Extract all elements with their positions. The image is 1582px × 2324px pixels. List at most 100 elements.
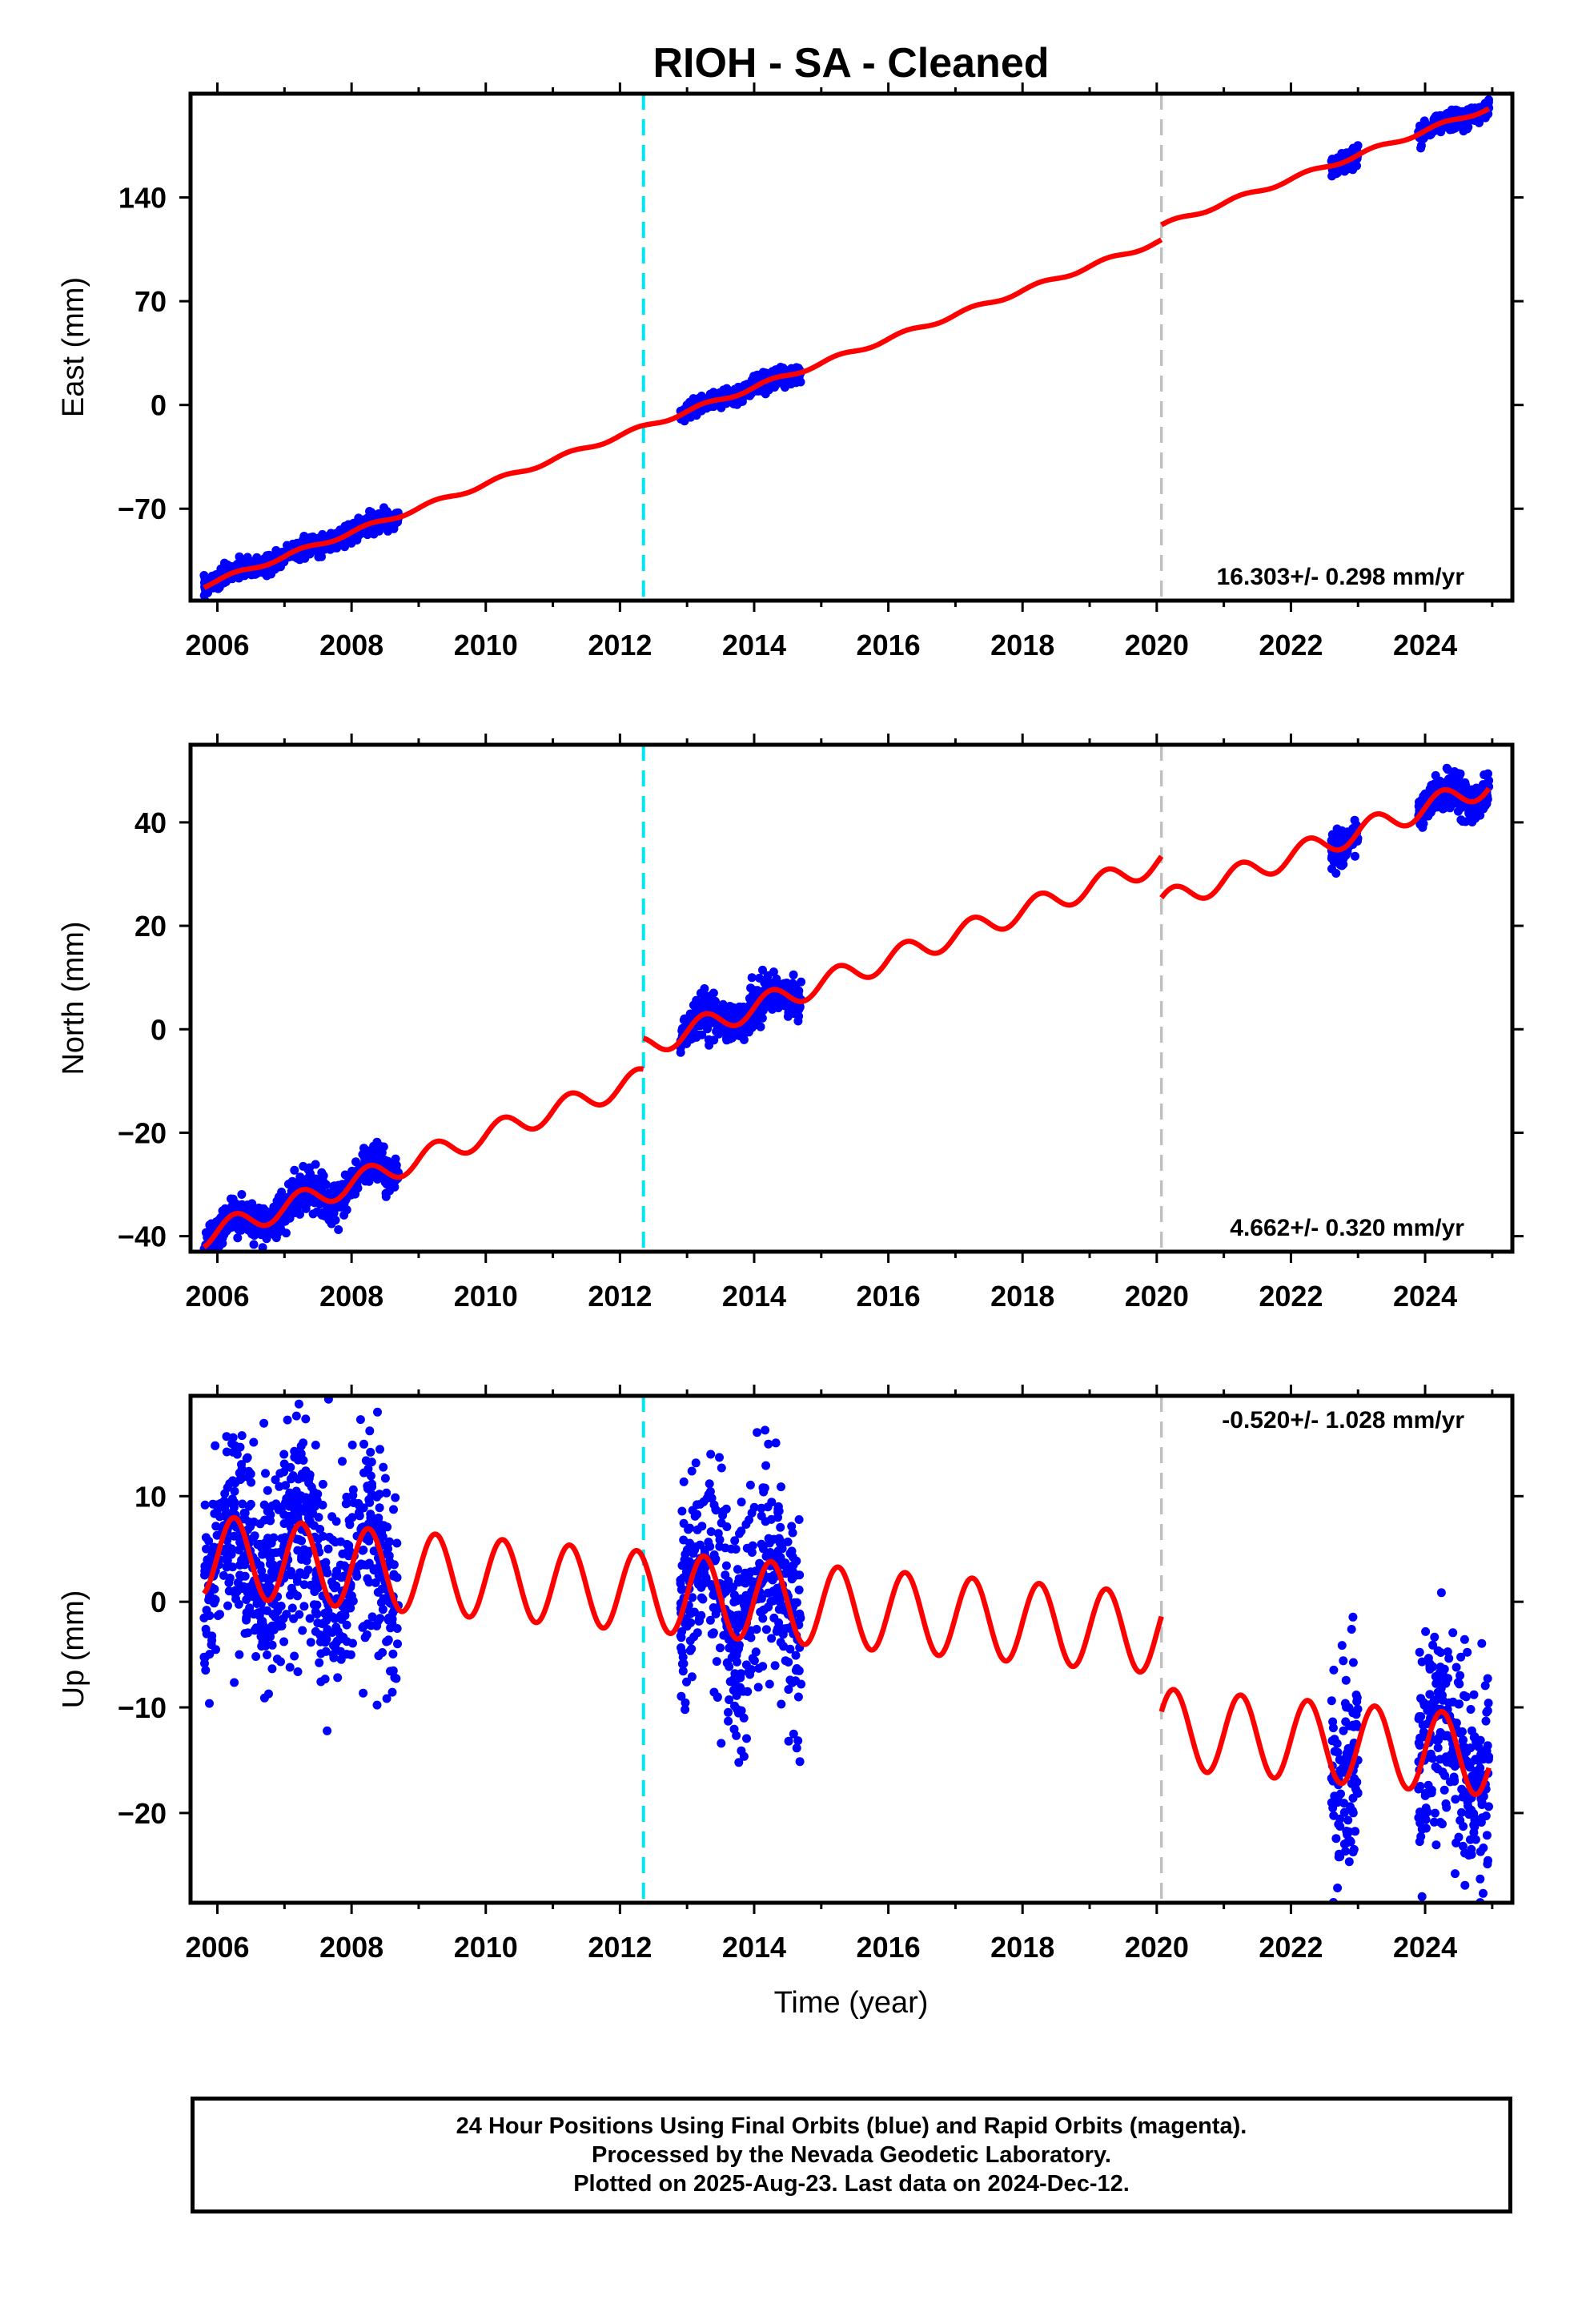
up-x-tick-label: 2010	[454, 1931, 518, 1964]
up-data-point	[279, 1449, 289, 1459]
north-data-point	[1337, 828, 1347, 838]
north-data-point	[229, 1203, 238, 1212]
up-data-point	[767, 1634, 777, 1643]
up-data-point	[1436, 1588, 1446, 1598]
east-data-point	[254, 557, 263, 566]
up-data-point	[761, 1551, 771, 1561]
up-data-point	[340, 1610, 350, 1620]
north-data-point	[1437, 799, 1447, 809]
north-data-point	[272, 1229, 282, 1239]
east-data-point	[1435, 113, 1444, 123]
up-data-point	[1441, 1799, 1451, 1808]
north-data-point	[334, 1225, 343, 1234]
up-data-point	[721, 1570, 730, 1580]
up-data-point	[742, 1734, 751, 1743]
east-data-point	[1469, 105, 1478, 115]
up-data-point	[721, 1543, 730, 1553]
up-data-point	[312, 1610, 322, 1618]
up-data-point	[371, 1578, 380, 1587]
up-data-point	[211, 1522, 221, 1531]
up-data-point	[1415, 1733, 1425, 1743]
up-data-point	[760, 1483, 769, 1493]
north-data-point	[1427, 781, 1436, 790]
up-data-point	[364, 1558, 374, 1568]
up-data-point	[259, 1500, 269, 1510]
north-x-tick-label: 2014	[722, 1280, 786, 1313]
up-data-point	[725, 1695, 734, 1704]
up-data-point	[372, 1700, 382, 1710]
up-data-point	[335, 1560, 345, 1570]
up-data-point	[209, 1598, 219, 1608]
up-data-point	[1341, 1675, 1351, 1685]
up-data-point	[769, 1570, 778, 1580]
up-data-point	[1421, 1626, 1431, 1636]
up-data-point	[1417, 1657, 1427, 1667]
up-data-point	[794, 1585, 804, 1594]
up-data-point	[301, 1507, 311, 1517]
up-data-point	[237, 1474, 247, 1483]
up-data-point	[1451, 1795, 1460, 1804]
up-data-point	[776, 1553, 785, 1562]
up-data-point	[373, 1617, 383, 1626]
up-data-point	[776, 1522, 785, 1532]
chart-title: RIOH - SA - Cleaned	[652, 40, 1049, 86]
north-y-axis-label: North (mm)	[57, 921, 90, 1075]
north-data-point	[1480, 770, 1489, 779]
up-data-point	[1463, 1647, 1472, 1657]
up-data-point	[262, 1543, 271, 1553]
up-data-point	[787, 1574, 797, 1584]
up-data-point	[359, 1688, 368, 1698]
up-data-point	[677, 1626, 687, 1636]
up-data-point	[713, 1529, 723, 1538]
north-x-tick-label: 2008	[319, 1280, 383, 1313]
up-data-point	[1425, 1752, 1435, 1762]
up-data-point	[685, 1538, 694, 1548]
up-data-point	[784, 1736, 793, 1746]
up-data-point	[249, 1437, 259, 1447]
up-data-point	[725, 1643, 734, 1653]
up-data-point	[230, 1678, 239, 1687]
north-data-point	[203, 1256, 212, 1265]
up-data-point	[1431, 1672, 1440, 1681]
up-data-point	[785, 1644, 795, 1654]
up-data-point	[388, 1649, 398, 1659]
up-data-point	[267, 1501, 277, 1510]
north-data-point	[249, 1240, 259, 1249]
up-data-point	[679, 1518, 689, 1528]
up-data-point	[688, 1593, 697, 1602]
east-data-point	[214, 583, 223, 593]
up-data-point	[1448, 1628, 1458, 1638]
up-data-point	[1348, 1720, 1358, 1730]
up-data-point	[722, 1659, 732, 1668]
north-data-point	[1458, 817, 1468, 826]
up-data-point	[359, 1439, 368, 1449]
up-data-point	[285, 1489, 295, 1498]
up-data-point	[1423, 1780, 1433, 1790]
up-data-point	[279, 1637, 289, 1647]
up-data-point	[311, 1626, 320, 1636]
north-data-point	[245, 1204, 255, 1214]
up-data-point	[202, 1629, 211, 1638]
north-data-point	[215, 1236, 224, 1244]
up-data-point	[315, 1525, 325, 1534]
up-data-point	[291, 1411, 301, 1421]
north-data-point	[769, 967, 778, 977]
up-data-point	[229, 1503, 239, 1512]
up-data-point	[293, 1546, 303, 1555]
east-data-point	[736, 397, 745, 407]
up-data-point	[239, 1582, 248, 1591]
up-data-point	[238, 1499, 247, 1509]
north-plot-frame	[188, 742, 1515, 1254]
up-data-point	[302, 1498, 311, 1507]
up-data-point	[733, 1657, 741, 1667]
up-data-point	[296, 1441, 306, 1451]
up-data-point	[769, 1534, 779, 1544]
north-data-point	[1442, 763, 1452, 773]
up-data-point	[259, 1418, 269, 1428]
up-data-point	[1460, 1880, 1470, 1890]
up-data-point	[765, 1679, 774, 1689]
up-data-point	[279, 1459, 289, 1469]
up-data-point	[303, 1550, 312, 1559]
up-data-point	[1431, 1840, 1441, 1850]
up-data-point	[328, 1650, 338, 1659]
